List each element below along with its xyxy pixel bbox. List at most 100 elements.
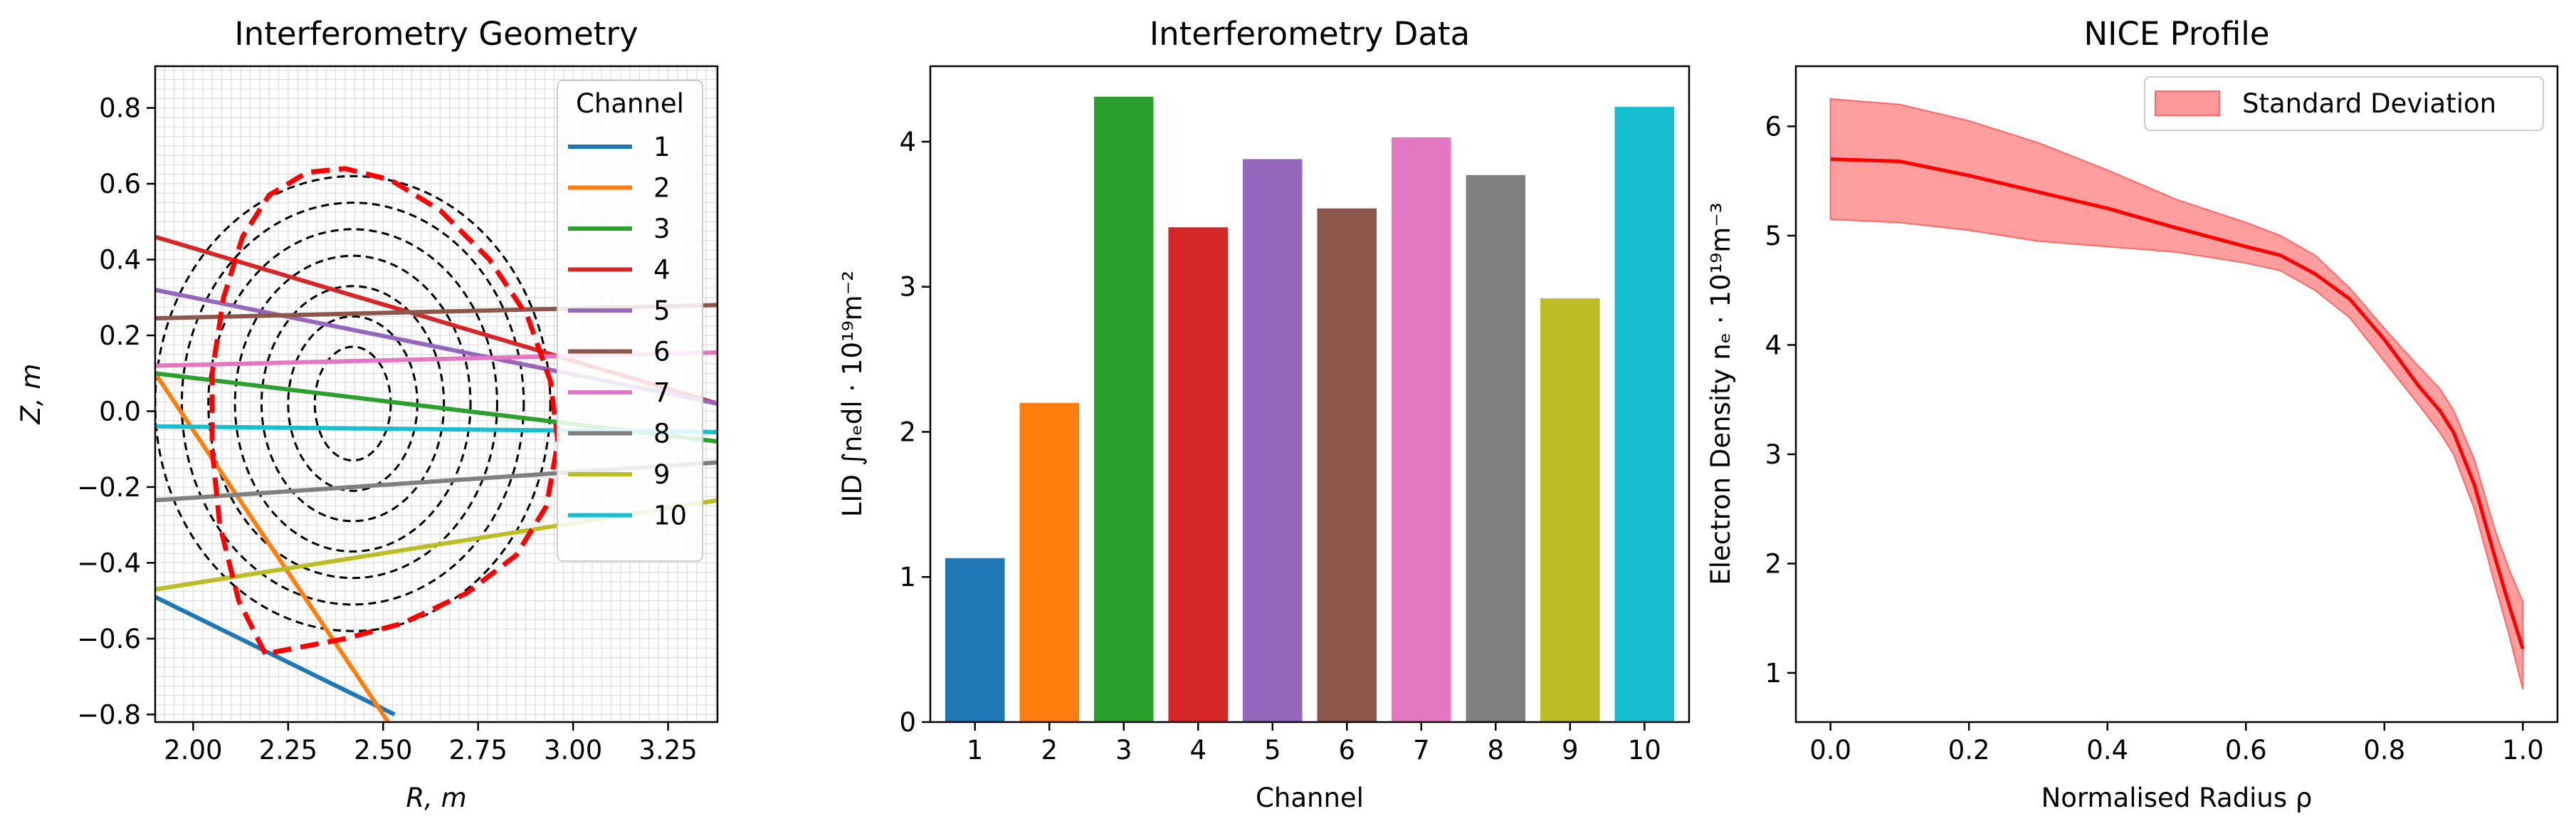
bar-channel-4	[1168, 227, 1229, 722]
y-tick-label: −0.2	[77, 472, 141, 503]
data-x-ticks: 1 2 3 4 5 6 7 8 9 10	[967, 722, 1661, 766]
profile-ylabel: Electron Density nₑ · 10¹⁹m⁻³	[1705, 202, 1736, 585]
bar-channel-7	[1391, 137, 1451, 722]
geometry-xlabel: R, m	[406, 783, 466, 813]
x-tick-label: 5	[1264, 735, 1281, 766]
y-tick-label: 0.8	[99, 93, 141, 124]
profile-title: NICE Profile	[2083, 15, 2269, 53]
y-tick-label: −0.4	[77, 548, 141, 578]
x-tick-label: 4	[1189, 735, 1206, 766]
geometry-x-ticks: 2.00 2.25 2.50 2.75 3.00 3.25	[164, 722, 698, 766]
data-title: Interferometry Data	[1150, 15, 1470, 53]
bar-channel-1	[945, 558, 1005, 722]
y-tick-label: 0.4	[99, 245, 141, 276]
data-y-ticks: 0 1 2 3 4	[899, 127, 930, 738]
bar-channel-8	[1466, 174, 1526, 722]
y-tick-label: 4	[1765, 330, 1782, 360]
bars	[945, 96, 1675, 722]
y-tick-label: −0.6	[77, 624, 141, 654]
geometry-grid	[155, 66, 717, 722]
legend-label-std-dev: Standard Deviation	[2242, 88, 2496, 119]
bar-channel-5	[1242, 159, 1303, 722]
profile-legend-box	[2144, 76, 2544, 131]
flux-surface	[155, 174, 552, 632]
legend-label-10: 10	[653, 501, 687, 531]
bar-channel-10	[1614, 107, 1675, 722]
y-tick-label: 6	[1765, 111, 1782, 142]
bar-channel-2	[1019, 402, 1080, 722]
data-axes-frame	[929, 65, 1691, 723]
legend-label-7: 7	[653, 377, 671, 408]
legend-label-1: 1	[653, 132, 671, 162]
geometry-legend-title: Channel	[576, 88, 684, 119]
profile-axes-frame	[1794, 65, 2559, 723]
x-tick-label: 10	[1628, 735, 1661, 766]
x-tick-label: 0.4	[2086, 735, 2128, 766]
data-panel: Interferometry Data 1 2 3 4 5 6 7 8 9 10 0 1 2 3 4 Ch…	[837, 15, 1691, 813]
x-tick-label: 3.00	[544, 735, 602, 766]
y-tick-label: 1	[1765, 658, 1782, 689]
x-tick-label: 2.50	[354, 735, 412, 766]
x-tick-label: 6	[1338, 735, 1355, 766]
profile-x-ticks: 0.0 0.2 0.4 0.6 0.8 1.0	[1809, 722, 2544, 766]
y-tick-label: 0	[899, 707, 916, 738]
geometry-ylabel: Z, m	[16, 364, 46, 425]
geometry-panel: Interferometry Geometry 2.00 2.25 2.50 2.75…	[16, 15, 719, 813]
flux-surface	[233, 254, 472, 553]
legend-label-5: 5	[653, 296, 671, 326]
flux-surface	[207, 228, 498, 580]
flux-surface	[180, 202, 525, 606]
chord-line-2	[155, 372, 391, 722]
geometry-legend: Channel 1 2 3 4 5 6 7 8 9 10	[557, 80, 703, 562]
chord-line-1	[155, 595, 396, 717]
geometry-y-ticks: −0.8 −0.6 −0.4 −0.2 0.0 0.2 0.4 0.6 0.8	[77, 93, 155, 730]
y-tick-label: 1	[899, 562, 916, 592]
x-tick-label: 9	[1562, 735, 1579, 766]
bar-channel-9	[1540, 298, 1600, 722]
y-tick-label: 3	[899, 272, 916, 303]
y-tick-label: 2	[1765, 548, 1782, 579]
std-dev-band	[1829, 98, 2524, 690]
x-tick-label: 2	[1041, 735, 1058, 766]
y-tick-label: 4	[899, 127, 916, 157]
legend-label-6: 6	[653, 337, 671, 367]
x-tick-label: 0.8	[2363, 735, 2405, 766]
profile-legend: Standard Deviation	[2144, 76, 2544, 131]
geometry-legend-box	[557, 80, 703, 562]
y-tick-label: 3	[1765, 439, 1782, 470]
legend-label-9: 9	[653, 459, 671, 490]
y-tick-label: 0.2	[99, 320, 141, 351]
x-tick-label: 0.0	[1809, 735, 1851, 766]
profile-xlabel: Normalised Radius ρ	[2041, 783, 2313, 813]
x-tick-label: 1.0	[2502, 735, 2544, 766]
profile-y-ticks: 1 2 3 4 5 6	[1765, 111, 1796, 689]
y-tick-label: 5	[1765, 221, 1782, 251]
x-tick-label: 8	[1488, 735, 1505, 766]
x-tick-label: 7	[1413, 735, 1430, 766]
legend-label-2: 2	[653, 173, 671, 204]
x-tick-label: 3.25	[638, 735, 697, 766]
x-tick-label: 2.00	[164, 735, 222, 766]
separatrix	[209, 166, 561, 657]
legend-swatch-std-dev	[2155, 90, 2220, 116]
x-tick-label: 3	[1115, 735, 1132, 766]
data-xlabel: Channel	[1256, 783, 1364, 813]
x-tick-label: 2.25	[259, 735, 317, 766]
density-profile-line	[1830, 157, 2525, 649]
data-ylabel: LID ∫nₑdl · 10¹⁹m⁻²	[837, 271, 868, 517]
profile-panel: NICE Profile 0.0 0.2 0.4 0.6 0.8 1.0 1 2 3 4 5 6 N…	[1705, 15, 2559, 813]
legend-label-3: 3	[653, 214, 671, 244]
x-tick-label: 2.75	[449, 735, 508, 766]
y-tick-label: 0.0	[99, 396, 141, 427]
y-tick-label: 2	[899, 417, 916, 447]
legend-label-8: 8	[653, 419, 671, 449]
x-tick-label: 0.6	[2225, 735, 2267, 766]
separatrix-curve	[209, 166, 561, 657]
geometry-axes-frame	[154, 65, 719, 723]
bar-channel-6	[1317, 208, 1377, 722]
legend-label-4: 4	[653, 255, 671, 286]
bar-channel-3	[1093, 96, 1154, 722]
y-tick-label: −0.8	[77, 699, 141, 730]
profile-series	[1829, 98, 2525, 690]
